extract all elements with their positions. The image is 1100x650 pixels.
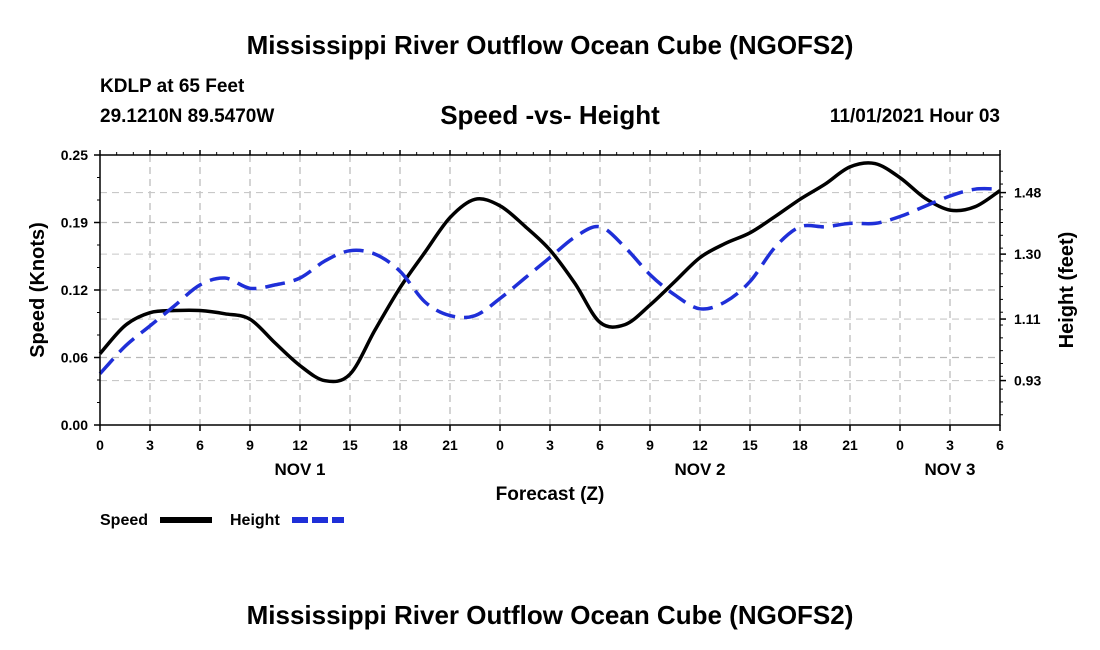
x-tick-label: 6 <box>996 437 1004 453</box>
x-tick-label: 9 <box>646 437 654 453</box>
x-tick-label: 6 <box>596 437 604 453</box>
y-axis-left-label: Speed (Knots) <box>27 222 49 358</box>
x-tick-label: 12 <box>292 437 308 453</box>
y-right-tick-label: 0.93 <box>1014 373 1041 389</box>
x-tick-label: 3 <box>946 437 954 453</box>
y-axis-right-label: Height (feet) <box>1056 232 1078 349</box>
series-layer <box>98 161 1001 384</box>
x-tick-label: 12 <box>692 437 708 453</box>
day-label: NOV 3 <box>924 460 975 479</box>
y-left-tick-label: 0.25 <box>61 147 88 163</box>
x-tick-label: 0 <box>496 437 504 453</box>
station-label: KDLP at 65 Feet <box>100 76 245 97</box>
x-tick-label: 18 <box>392 437 408 453</box>
x-tick-label: 15 <box>742 437 758 453</box>
station-coordinates: 29.1210N 89.5470W <box>100 106 275 127</box>
x-tick-label: 18 <box>792 437 808 453</box>
main-title: Mississippi River Outflow Ocean Cube (NG… <box>246 30 854 60</box>
y-right-tick-label: 1.30 <box>1014 246 1041 262</box>
day-label: NOV 2 <box>674 460 725 479</box>
legend-label-height: Height <box>230 512 280 529</box>
x-tick-label: 21 <box>842 437 858 453</box>
forecast-datetime: 11/01/2021 Hour 03 <box>829 106 1000 127</box>
y-left-tick-label: 0.06 <box>61 350 88 366</box>
bottom-title: Mississippi River Outflow Ocean Cube (NG… <box>246 600 854 630</box>
series-line-height <box>98 186 1001 375</box>
y-right-tick-label: 1.48 <box>1014 185 1041 201</box>
axis-ticks: 0 3 6 9 12 15 18 21 0 3 6 9 12 15 18 21 0 3 6 NOV 1 NOV 2 NOV… <box>61 147 1042 479</box>
x-tick-label: 0 <box>96 437 104 453</box>
series-line-speed <box>98 161 1001 384</box>
x-tick-label: 21 <box>442 437 458 453</box>
y-left-tick-label: 0.00 <box>61 417 88 433</box>
y-right-tick-label: 1.11 <box>1014 311 1041 327</box>
x-axis-label: Forecast (Z) <box>496 484 605 505</box>
day-label: NOV 1 <box>274 460 325 479</box>
y-left-tick-label: 0.19 <box>61 215 88 231</box>
y-left-tick-label: 0.12 <box>61 282 88 298</box>
x-tick-label: 6 <box>196 437 204 453</box>
x-tick-label: 3 <box>546 437 554 453</box>
x-tick-label: 0 <box>896 437 904 453</box>
legend: Speed Height <box>100 512 344 529</box>
x-tick-label: 15 <box>342 437 358 453</box>
grid-lines <box>100 155 1000 425</box>
x-tick-label: 9 <box>246 437 254 453</box>
x-tick-label: 3 <box>146 437 154 453</box>
chart-subtitle: Speed -vs- Height <box>440 100 660 130</box>
legend-label-speed: Speed <box>100 512 148 529</box>
